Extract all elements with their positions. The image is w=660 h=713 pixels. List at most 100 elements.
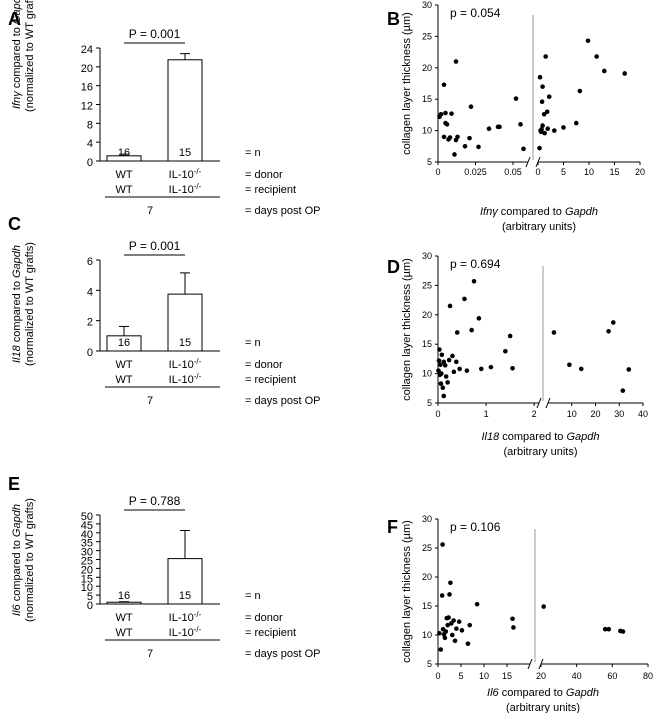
data-point	[457, 366, 462, 372]
data-point	[438, 111, 444, 117]
n-row-label: = n	[245, 590, 261, 602]
data-point	[546, 94, 552, 99]
data-point	[468, 104, 474, 110]
data-point	[442, 363, 448, 368]
data-point	[447, 303, 453, 309]
axes	[435, 255, 644, 409]
data-point	[437, 347, 442, 352]
axis-break-mark	[527, 658, 533, 670]
y-axis-label: Ifnγ compared to Gapdh	[11, 0, 23, 109]
data-point	[585, 38, 591, 44]
knockout-superscript: -/-	[194, 610, 202, 619]
y-tick-label: 0	[87, 600, 93, 612]
data-point	[451, 369, 457, 375]
data-point	[503, 348, 508, 354]
data-point	[442, 635, 448, 641]
axes	[435, 4, 641, 168]
data-point	[626, 367, 632, 372]
data-point	[467, 135, 472, 141]
donor-label: WT	[115, 169, 132, 181]
y-tick-label: 10	[422, 369, 432, 379]
data-point	[456, 619, 462, 624]
x-axis-label-2: (arbitrary units)	[506, 702, 580, 713]
recipient-row-label: = recipient	[245, 627, 296, 639]
knockout-superscript: -/-	[194, 182, 202, 191]
data-point	[467, 622, 473, 628]
panel-f: F 5 10 15 20 25 30 collagen layer thickness (µm…	[387, 514, 653, 713]
y-tick-label: 45	[81, 520, 93, 532]
x-axis-label-2: (arbitrary units)	[502, 221, 576, 233]
y-tick-label: 30	[81, 547, 93, 559]
p-value: p = 0.054	[450, 6, 501, 20]
data-point	[469, 327, 474, 333]
x-tick-label: 0	[435, 167, 440, 177]
y-axis-label-2: (normalized to WT grafts)	[24, 242, 36, 366]
x-axis-label: Ifnγ compared to Gapdh	[480, 206, 598, 218]
axes	[435, 518, 649, 670]
x-tick-label: 2	[532, 409, 537, 419]
recipient-label: IL-10-/-	[169, 372, 202, 386]
x-tick-label: 40	[638, 409, 648, 419]
recipient-label: WT	[115, 627, 132, 639]
data-point	[465, 641, 471, 646]
knockout-superscript: -/-	[194, 372, 202, 381]
x-tick-label: 40	[572, 671, 582, 681]
data-point	[471, 278, 477, 284]
y-tick-label: 0	[87, 347, 93, 359]
data-point	[476, 144, 481, 150]
data-point	[541, 111, 547, 117]
y-axis-gene: Il18	[11, 344, 23, 363]
data-point	[507, 333, 513, 339]
x-tick-label: 20	[590, 409, 600, 419]
recipient-label: WT	[115, 184, 132, 196]
axis-break-mark	[525, 156, 531, 168]
y-tick-label: 12	[81, 101, 93, 113]
data-point	[573, 120, 579, 126]
p-value: p = 0.694	[450, 257, 501, 271]
data-point	[447, 135, 453, 140]
data-point	[540, 84, 545, 89]
x-tick-label: 20	[536, 671, 546, 681]
x-tick-label: 60	[607, 671, 617, 681]
data-point	[538, 129, 544, 135]
y-axis-mid: compared to	[11, 24, 23, 91]
x-tick-label: 1	[484, 409, 489, 419]
y-axis-gene: Il6	[11, 603, 23, 616]
x-axis-ref: Gapdh	[566, 687, 599, 699]
data-point	[447, 592, 452, 597]
data-point	[441, 359, 447, 365]
data-point	[551, 330, 557, 335]
y-tick-label: 25	[422, 31, 432, 41]
panel-b: B 5 10 15 20 25 30 collagen layer thickness (µm…	[387, 0, 645, 233]
data-point	[620, 388, 626, 393]
y-tick-label: 20	[422, 63, 432, 73]
x-axis-mid: compared to	[498, 206, 565, 218]
data-point	[577, 88, 583, 94]
data-point	[539, 99, 545, 105]
data-point	[510, 366, 515, 371]
y-axis-gene: Ifnγ	[11, 90, 23, 109]
x-axis-label: Il18 compared to Gapdh	[481, 431, 599, 443]
data-point	[454, 626, 459, 631]
x-tick-label: 0.025	[464, 167, 487, 177]
y-axis-label: collagen layer thickness (µm)	[401, 12, 413, 155]
data-point	[486, 126, 492, 132]
x-axis-gene: Ifnγ	[480, 206, 499, 218]
data-point	[537, 74, 543, 80]
data-point	[451, 618, 456, 623]
y-axis-ref: Gapdh	[11, 504, 23, 537]
y-tick-label: 8	[87, 119, 93, 131]
data-point	[513, 96, 519, 101]
x-tick-label: 15	[609, 167, 619, 177]
recipient-label: WT	[115, 374, 132, 386]
n-row-label: = n	[245, 147, 261, 159]
data-point	[450, 353, 455, 359]
x-tick-label: 10	[479, 671, 489, 681]
bar	[167, 59, 203, 162]
x-tick-label: 0	[535, 167, 540, 177]
y-tick-label: 15	[422, 601, 432, 611]
y-tick-label: 50	[81, 511, 93, 523]
data-point	[453, 59, 459, 64]
y-tick-label: 15	[422, 94, 432, 104]
